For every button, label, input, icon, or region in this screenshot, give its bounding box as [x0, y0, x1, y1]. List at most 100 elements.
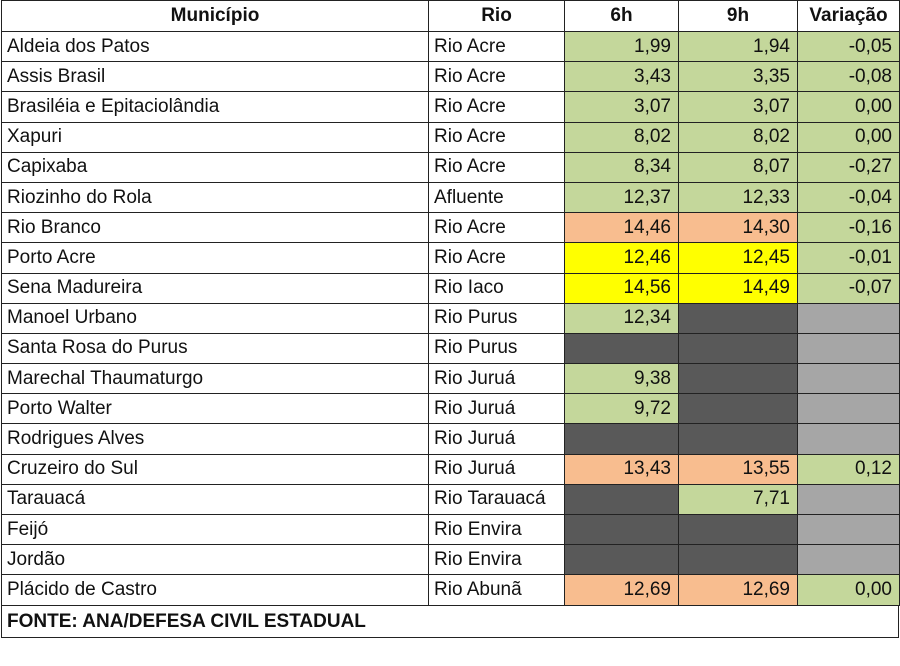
cell-9h: 8,07: [678, 151, 798, 183]
table-row: Marechal Thaumaturgo Rio Juruá 9,38: [1, 363, 900, 395]
cell-9h: [678, 363, 798, 395]
cell-6h: 12,34: [564, 302, 679, 334]
cell-rio: Rio Acre: [428, 91, 565, 123]
cell-rio: Afluente: [428, 181, 565, 214]
cell-variacao: -0,04: [797, 181, 900, 214]
header-municipio: Município: [1, 0, 429, 32]
cell-variacao: [797, 513, 900, 546]
cell-variacao: -0,05: [797, 30, 900, 63]
cell-municipio: Feijó: [1, 513, 429, 546]
cell-municipio: Sena Madureira: [1, 272, 429, 304]
table-row: Rio Branco Rio Acre 14,46 14,30 -0,16: [1, 212, 900, 244]
cell-municipio: Aldeia dos Patos: [1, 30, 429, 63]
cell-municipio: Porto Walter: [1, 393, 429, 425]
cell-rio: Rio Acre: [428, 242, 565, 274]
cell-municipio: Rio Branco: [1, 212, 429, 244]
cell-9h: 13,55: [678, 453, 798, 485]
table-row: Feijó Rio Envira: [1, 513, 900, 546]
table-row: Sena Madureira Rio Iaco 14,56 14,49 -0,07: [1, 272, 900, 304]
cell-rio: Rio Iaco: [428, 272, 565, 304]
cell-variacao: -0,08: [797, 61, 900, 93]
cell-9h: [678, 332, 798, 365]
cell-variacao: [797, 302, 900, 334]
cell-6h: [564, 332, 679, 365]
cell-9h: 14,30: [678, 212, 798, 244]
cell-9h: [678, 393, 798, 425]
cell-rio: Rio Acre: [428, 151, 565, 183]
cell-9h: [678, 302, 798, 334]
cell-municipio: Brasiléia e Epitaciolândia: [1, 91, 429, 123]
cell-rio: Rio Tarauacá: [428, 483, 565, 516]
cell-6h: 13,43: [564, 453, 679, 485]
table-row: Rodrigues Alves Rio Juruá: [1, 423, 900, 455]
header-rio: Rio: [428, 0, 565, 32]
table-row: Tarauacá Rio Tarauacá 7,71: [1, 483, 900, 516]
cell-variacao: -0,07: [797, 272, 900, 304]
cell-6h: 9,38: [564, 363, 679, 395]
cell-municipio: Manoel Urbano: [1, 302, 429, 334]
cell-6h: 12,37: [564, 181, 679, 214]
table-row: Cruzeiro do Sul Rio Juruá 13,43 13,55 0,12: [1, 453, 900, 485]
header-variacao: Variação: [797, 0, 900, 32]
table-row: Manoel Urbano Rio Purus 12,34: [1, 302, 900, 334]
cell-6h: [564, 483, 679, 516]
cell-6h: 9,72: [564, 393, 679, 425]
cell-9h: 12,69: [678, 574, 798, 606]
cell-6h: 1,99: [564, 30, 679, 63]
cell-rio: Rio Juruá: [428, 453, 565, 485]
cell-9h: 12,33: [678, 181, 798, 214]
table-row: Assis Brasil Rio Acre 3,43 3,35 -0,08: [1, 61, 900, 93]
cell-variacao: [797, 483, 900, 516]
cell-variacao: [797, 363, 900, 395]
cell-municipio: Riozinho do Rola: [1, 181, 429, 214]
cell-municipio: Tarauacá: [1, 483, 429, 516]
cell-6h: [564, 513, 679, 546]
cell-variacao: [797, 332, 900, 365]
cell-6h: 3,07: [564, 91, 679, 123]
cell-municipio: Santa Rosa do Purus: [1, 332, 429, 365]
cell-variacao: [797, 393, 900, 425]
cell-6h: 3,43: [564, 61, 679, 93]
cell-variacao: [797, 544, 900, 576]
cell-rio: Rio Purus: [428, 302, 565, 334]
table-row: Aldeia dos Patos Rio Acre 1,99 1,94 -0,05: [1, 30, 900, 63]
cell-rio: Rio Acre: [428, 30, 565, 63]
cell-rio: Rio Acre: [428, 212, 565, 244]
cell-9h: 1,94: [678, 30, 798, 63]
source-footer: FONTE: ANA/DEFESA CIVIL ESTADUAL: [1, 605, 899, 638]
cell-municipio: Assis Brasil: [1, 61, 429, 93]
table-row: Jordão Rio Envira: [1, 544, 900, 576]
cell-rio: Rio Envira: [428, 513, 565, 546]
cell-9h: 3,07: [678, 91, 798, 123]
table-row: Capixaba Rio Acre 8,34 8,07 -0,27: [1, 151, 900, 183]
header-row: Município Rio 6h 9h Variação: [1, 0, 900, 32]
cell-6h: 14,56: [564, 272, 679, 304]
cell-9h: 7,71: [678, 483, 798, 516]
table-row: Porto Acre Rio Acre 12,46 12,45 -0,01: [1, 242, 900, 274]
cell-6h: [564, 423, 679, 455]
table-row: Santa Rosa do Purus Rio Purus: [1, 332, 900, 365]
cell-municipio: Porto Acre: [1, 242, 429, 274]
cell-6h: 12,69: [564, 574, 679, 606]
cell-9h: [678, 544, 798, 576]
cell-rio: Rio Juruá: [428, 363, 565, 395]
cell-rio: Rio Juruá: [428, 393, 565, 425]
cell-variacao: 0,00: [797, 121, 900, 153]
cell-variacao: -0,16: [797, 212, 900, 244]
cell-6h: 8,34: [564, 151, 679, 183]
cell-municipio: Capixaba: [1, 151, 429, 183]
cell-municipio: Cruzeiro do Sul: [1, 453, 429, 485]
header-6h: 6h: [564, 0, 679, 32]
cell-municipio: Jordão: [1, 544, 429, 576]
cell-6h: 14,46: [564, 212, 679, 244]
cell-rio: Rio Abunã: [428, 574, 565, 606]
table-row: Xapuri Rio Acre 8,02 8,02 0,00: [1, 121, 900, 153]
table-row: Riozinho do Rola Afluente 12,37 12,33 -0,04: [1, 181, 900, 214]
cell-9h: [678, 423, 798, 455]
cell-variacao: 0,00: [797, 574, 900, 606]
cell-rio: Rio Purus: [428, 332, 565, 365]
table-row: Porto Walter Rio Juruá 9,72: [1, 393, 900, 425]
cell-6h: 8,02: [564, 121, 679, 153]
cell-6h: 12,46: [564, 242, 679, 274]
table-row: Plácido de Castro Rio Abunã 12,69 12,69 0,00: [1, 574, 900, 606]
